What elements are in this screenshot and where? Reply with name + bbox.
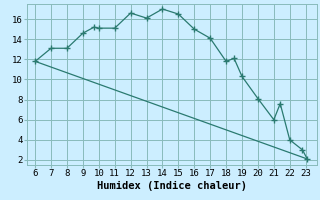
X-axis label: Humidex (Indice chaleur): Humidex (Indice chaleur) <box>97 181 247 191</box>
